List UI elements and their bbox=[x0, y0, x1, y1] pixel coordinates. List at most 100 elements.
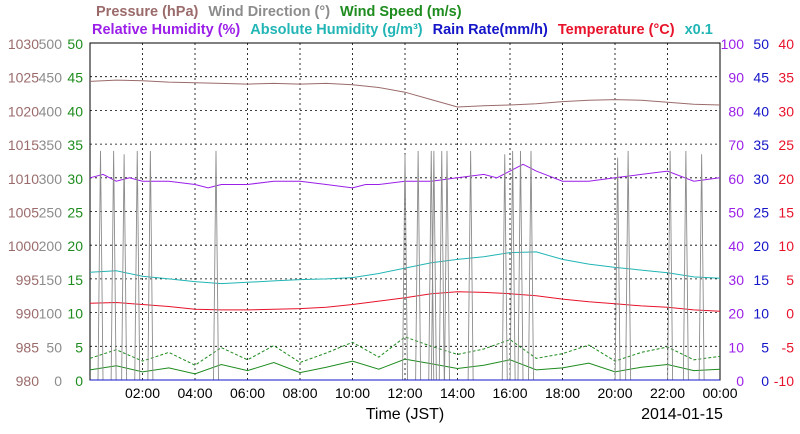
pressure-tick-label: 995 bbox=[16, 272, 40, 288]
rain_rate-tick-label: 45 bbox=[753, 70, 769, 86]
temperature-tick-label: 15 bbox=[778, 205, 794, 221]
legend: Pressure (hPa) Wind Direction (°) Wind Spe… bbox=[92, 4, 713, 38]
x-tick-label: 16:00 bbox=[492, 385, 527, 401]
series-line bbox=[89, 79, 721, 108]
series-line bbox=[89, 251, 721, 285]
legend-row-1: Pressure (hPa) Wind Direction (°) Wind Spe… bbox=[96, 4, 462, 20]
wind-direction-spike bbox=[625, 150, 632, 381]
wind_direction-tick-label: 500 bbox=[39, 36, 63, 52]
x-tick-label: 04:00 bbox=[177, 385, 212, 401]
wind_direction-tick-label: 0 bbox=[54, 373, 62, 389]
grid bbox=[90, 43, 720, 380]
wind-direction-spike bbox=[614, 157, 621, 381]
wind-direction-spike bbox=[444, 150, 450, 381]
wind-direction-spike bbox=[501, 154, 508, 381]
left-axes: 9809859909951000100510101015102010251030… bbox=[8, 36, 83, 389]
wind_speed-tick-label: 15 bbox=[67, 272, 83, 288]
relative_humidity-tick-label: 80 bbox=[728, 103, 744, 119]
pressure-tick-label: 1015 bbox=[8, 137, 39, 153]
wind-direction-spike bbox=[467, 150, 474, 381]
legend-row-2: Relative Humidity (%) Absolute Humidity (… bbox=[92, 22, 713, 38]
wind_direction-tick-label: 450 bbox=[39, 70, 63, 86]
rain_rate-tick-label: 20 bbox=[753, 238, 769, 254]
wind_direction-tick-label: 300 bbox=[39, 171, 63, 187]
rain_rate-tick-label: 35 bbox=[753, 137, 769, 153]
wind-direction-spike bbox=[415, 150, 422, 381]
x-tick-label: 18:00 bbox=[545, 385, 580, 401]
rain_rate-tick-label: 40 bbox=[753, 103, 769, 119]
temperature-tick-label: 0 bbox=[786, 306, 794, 322]
x-tick-label: 10:00 bbox=[335, 385, 370, 401]
wind-direction-spike bbox=[698, 154, 705, 381]
relative_humidity-tick-label: 50 bbox=[728, 205, 744, 221]
wind_direction-tick-label: 350 bbox=[39, 137, 63, 153]
wind_speed-tick-label: 40 bbox=[67, 103, 83, 119]
rain_rate-tick-label: 30 bbox=[753, 171, 769, 187]
x-tick-label: 08:00 bbox=[282, 385, 317, 401]
x-tick-label: 02:00 bbox=[125, 385, 160, 401]
legend-item: x0.1 bbox=[685, 22, 713, 38]
legend-item: Absolute Humidity (g/m³) bbox=[250, 22, 423, 38]
wind_speed-tick-label: 45 bbox=[67, 70, 83, 86]
wind-direction-spike bbox=[110, 150, 117, 381]
x-axis: 02:00 04:00 06:00 08:00 10:00 12:00 14:00 16:00… bbox=[125, 385, 738, 401]
pressure-tick-label: 1000 bbox=[8, 238, 39, 254]
legend-item: Temperature (°C) bbox=[558, 22, 675, 38]
pressure-tick-label: 980 bbox=[16, 373, 40, 389]
temperature-tick-label: 20 bbox=[778, 171, 794, 187]
temperature-tick-label: 5 bbox=[786, 272, 794, 288]
pressure-tick-label: 1030 bbox=[8, 36, 39, 52]
pressure-tick-label: 985 bbox=[16, 339, 40, 355]
wind_direction-tick-label: 150 bbox=[39, 272, 63, 288]
relative_humidity-tick-label: 40 bbox=[728, 238, 744, 254]
wind-direction-spike bbox=[517, 150, 524, 381]
legend-item: Relative Humidity (%) bbox=[92, 22, 240, 38]
relative_humidity-tick-label: 10 bbox=[728, 339, 744, 355]
rain_rate-tick-label: 15 bbox=[753, 272, 769, 288]
legend-item: Wind Direction (°) bbox=[208, 4, 330, 20]
wind_speed-tick-label: 20 bbox=[67, 238, 83, 254]
temperature-tick-label: 30 bbox=[778, 103, 794, 119]
temperature-tick-label: -10 bbox=[774, 373, 794, 389]
rain_rate-tick-label: 25 bbox=[753, 205, 769, 221]
temperature-tick-label: 35 bbox=[778, 70, 794, 86]
wind-direction-spike bbox=[213, 150, 219, 381]
pressure-tick-label: 1010 bbox=[8, 171, 39, 187]
wind-direction-spike bbox=[667, 150, 674, 381]
right-axes: 0102030405060708090100051015202530354045… bbox=[721, 36, 795, 389]
wind_speed-tick-label: 25 bbox=[67, 205, 83, 221]
x-tick-label: 14:00 bbox=[440, 385, 475, 401]
relative_humidity-tick-label: 70 bbox=[728, 137, 744, 153]
wind-direction-spike bbox=[430, 150, 437, 381]
rain_rate-tick-label: 50 bbox=[753, 36, 769, 52]
x-tick-label: 20:00 bbox=[597, 385, 632, 401]
date-label: 2014-01-15 bbox=[641, 406, 723, 423]
wind_direction-tick-label: 200 bbox=[39, 238, 63, 254]
temperature-tick-label: 25 bbox=[778, 137, 794, 153]
wind_direction-tick-label: 100 bbox=[39, 306, 63, 322]
wind-direction-spike bbox=[134, 150, 141, 381]
x-tick-label: 00:00 bbox=[702, 385, 737, 401]
wind_direction-tick-label: 50 bbox=[46, 339, 62, 355]
rain_rate-tick-label: 5 bbox=[761, 339, 769, 355]
wind-direction-spike bbox=[682, 150, 689, 381]
wind_speed-tick-label: 0 bbox=[75, 373, 83, 389]
plot-area bbox=[89, 42, 721, 381]
relative_humidity-tick-label: 20 bbox=[728, 306, 744, 322]
wind-direction-spike bbox=[509, 150, 516, 381]
wind-direction-spike bbox=[528, 150, 534, 381]
rain_rate-tick-label: 10 bbox=[753, 306, 769, 322]
wind-direction-spike bbox=[121, 154, 128, 381]
wind_direction-tick-label: 400 bbox=[39, 103, 63, 119]
wind_direction-tick-label: 250 bbox=[39, 205, 63, 221]
wind-direction-spike bbox=[402, 154, 408, 381]
wind_speed-tick-label: 30 bbox=[67, 171, 83, 187]
relative_humidity-tick-label: 100 bbox=[721, 36, 745, 52]
temperature-tick-label: 10 bbox=[778, 238, 794, 254]
legend-item: Pressure (hPa) bbox=[96, 4, 199, 20]
wind-direction-spike bbox=[147, 150, 154, 381]
wind_speed-tick-label: 50 bbox=[67, 36, 83, 52]
series-line bbox=[89, 163, 721, 189]
relative_humidity-tick-label: 90 bbox=[728, 70, 744, 86]
